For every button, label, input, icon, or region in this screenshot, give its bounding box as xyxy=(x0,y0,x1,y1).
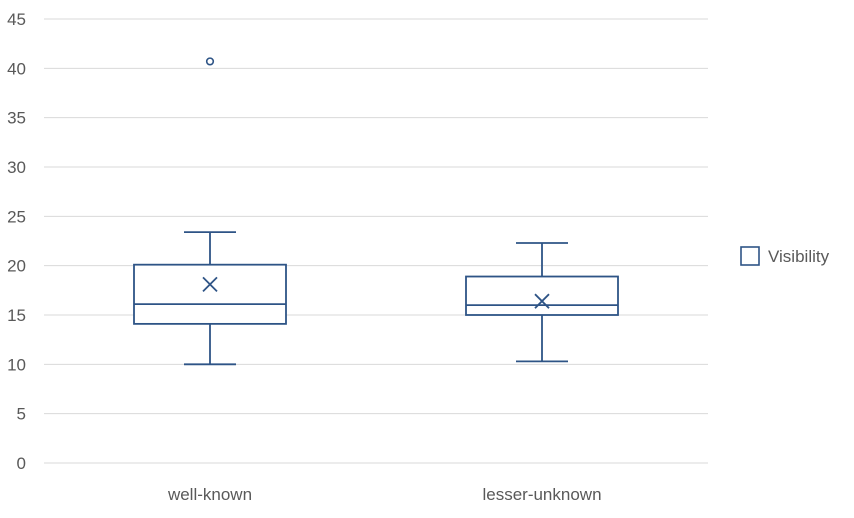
legend: Visibility xyxy=(740,246,830,266)
grid-lines xyxy=(44,18,708,464)
y-tick-label: 35 xyxy=(7,109,26,128)
mean-marker xyxy=(202,276,218,293)
y-tick-label: 20 xyxy=(7,257,26,276)
y-tick-label: 5 xyxy=(17,405,26,424)
legend-label: Visibility xyxy=(768,247,830,266)
y-tick-label: 15 xyxy=(7,306,26,325)
x-axis-categories: well-known lesser-unknown xyxy=(167,485,602,504)
y-tick-label: 30 xyxy=(7,158,26,177)
legend-swatch xyxy=(740,246,760,266)
y-tick-label: 25 xyxy=(7,207,26,226)
box-lesser-unknown xyxy=(465,242,619,363)
x-category-label: lesser-unknown xyxy=(482,485,601,504)
y-tick-label: 0 xyxy=(17,454,26,473)
mean-marker xyxy=(534,293,550,309)
box-well-known xyxy=(133,57,287,366)
y-tick-label: 45 xyxy=(7,10,26,29)
iqr-box xyxy=(133,263,287,325)
x-category-label: well-known xyxy=(167,485,252,504)
y-axis-ticks: 0 5 10 15 20 25 30 35 40 45 xyxy=(7,10,26,473)
y-tick-label: 10 xyxy=(7,355,26,374)
y-tick-label: 40 xyxy=(7,59,26,78)
outlier-point xyxy=(205,57,215,66)
iqr-box xyxy=(465,275,619,316)
box-plot-series xyxy=(133,57,619,366)
